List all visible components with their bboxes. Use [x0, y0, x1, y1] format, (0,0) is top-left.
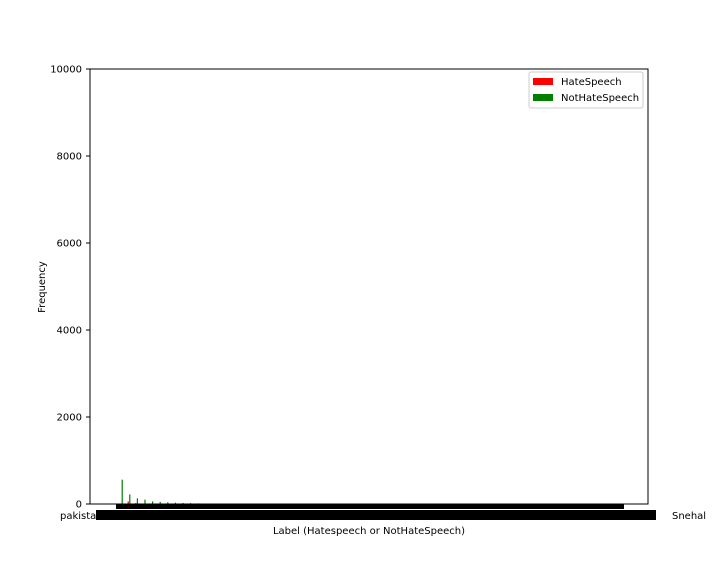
x-last-tick-label: Snehal — [672, 511, 706, 522]
y-axis-ticks: 0 2000 4000 6000 8000 10000 — [50, 65, 90, 511]
x-tick-labels-mass — [96, 504, 656, 520]
bar-nothatespeech-6 — [167, 502, 169, 504]
y-tick-label: 6000 — [57, 239, 82, 250]
bar-nothatespeech-0 — [121, 479, 123, 504]
x-tick-label-overlap-band — [96, 510, 656, 520]
bar-nothatespeech-2 — [136, 498, 138, 504]
y-tick-label: 4000 — [57, 326, 82, 337]
plot-frame — [89, 68, 649, 505]
legend-label-nothatespeech: NotHateSpeech — [561, 93, 639, 104]
legend-swatch-nothatespeech — [533, 94, 553, 101]
bar-hatespeech-1 — [127, 501, 129, 504]
legend-label-hatespeech: HateSpeech — [561, 77, 622, 88]
y-tick-label: 10000 — [50, 65, 82, 76]
bar-nothatespeech-5 — [159, 501, 161, 504]
plot-background — [90, 69, 648, 504]
bar-nothatespeech-1 — [129, 494, 131, 504]
y-tick-label: 8000 — [57, 152, 82, 163]
legend-swatch-hatespeech — [533, 78, 553, 85]
bar-nothatespeech-4 — [152, 501, 154, 504]
x-axis-label: Label (Hatespeech or NotHateSpeech) — [273, 526, 465, 537]
bar-nothatespeech-3 — [144, 499, 146, 504]
y-axis-label: Frequency — [37, 261, 48, 313]
legend-box — [528, 71, 644, 109]
x-first-tick-label: pakistan — [60, 511, 103, 522]
bar-nothatespeech-8 — [182, 502, 184, 504]
legend: HateSpeech NotHateSpeech — [528, 71, 644, 109]
x-tick-mark-band — [116, 504, 624, 509]
bar-nothatespeech-7 — [174, 502, 176, 504]
y-tick-label: 0 — [76, 500, 82, 511]
y-tick-label: 2000 — [57, 413, 82, 424]
